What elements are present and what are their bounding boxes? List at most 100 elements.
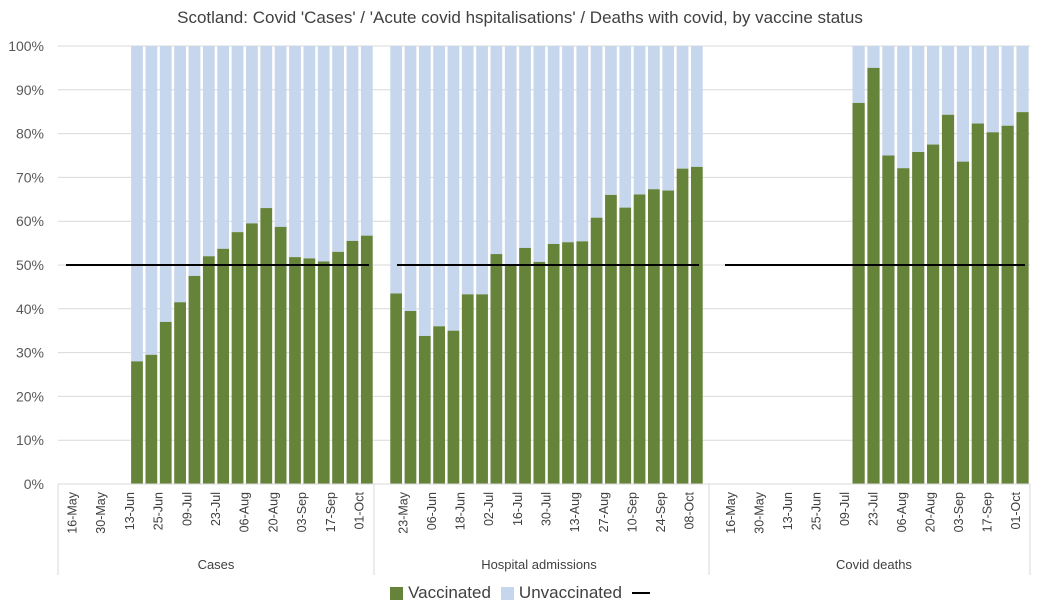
panel-label: Hospital admissions [481,557,597,572]
bar-unvaccinated [519,46,531,248]
bar-vaccinated [274,226,287,485]
x-tick-label: 16-May [724,491,738,533]
bar-unvaccinated [217,46,230,249]
bar-vaccinated [476,294,488,484]
bar-unvaccinated [971,46,984,124]
x-tick-label: 13-Jun [123,492,137,530]
bar-unvaccinated [605,46,617,195]
y-tick-label: 0% [24,476,44,492]
bar-vaccinated [897,168,910,484]
x-tick-label: 13-Jun [781,492,795,530]
bar-vaccinated [648,189,660,484]
bar-vaccinated [619,207,632,484]
bar-vaccinated [941,114,955,485]
bar-vaccinated [246,223,258,484]
x-tick-label: 17-Sep [324,492,338,532]
bar-vaccinated [519,247,531,484]
bar-unvaccinated [867,46,880,68]
bar-unvaccinated [562,46,574,243]
bar-unvaccinated [504,46,517,266]
bar-vaccinated [633,194,646,484]
chart-legend: Vaccinated Unvaccinated [0,583,1040,603]
x-tick-label: 17-Sep [980,492,994,532]
bar-vaccinated [418,335,431,484]
x-tick-label: 09-Jul [180,492,194,526]
legend-label-vaccinated: Vaccinated [408,583,491,602]
bar-unvaccinated [882,46,895,156]
bar-unvaccinated [1001,46,1014,126]
bar-unvaccinated [662,46,675,191]
bar-vaccinated [390,293,403,484]
x-tick-label: 20-Aug [923,492,937,532]
legend-item-reference-line [631,592,650,594]
x-tick-label: 24-Sep [654,492,668,532]
bar-unvaccinated [490,46,503,255]
bar-unvaccinated [927,46,940,145]
bar-vaccinated [174,302,186,484]
x-tick-label: 25-Jun [810,492,824,530]
x-tick-label: 23-May [396,491,410,533]
bar-unvaccinated [619,46,632,208]
bar-unvaccinated [912,46,925,152]
bar-vaccinated [332,251,344,484]
x-tick-label: 16-May [65,491,79,533]
bar-vaccinated [217,248,230,484]
x-tick-label: 23-Jul [209,492,223,526]
bar-unvaccinated [188,46,201,276]
bar-unvaccinated [159,46,172,322]
bar-unvaccinated [956,46,970,162]
x-tick-label: 01-Oct [1009,491,1023,529]
bar-unvaccinated [447,46,460,331]
bar-unvaccinated [897,46,910,169]
bar-unvaccinated [346,46,359,241]
legend-swatch-unvaccinated [500,586,514,600]
x-tick-label: 23-Jul [867,492,881,526]
bar-vaccinated [504,265,517,484]
x-tick-label: 13-Aug [568,492,582,532]
bar-unvaccinated [576,46,589,242]
x-tick-label: 01-Oct [353,491,367,529]
bar-vaccinated [145,354,158,484]
bar-vaccinated [912,151,925,484]
bar-unvaccinated [332,46,344,252]
bar-vaccinated [1016,112,1029,484]
bar-vaccinated [490,254,503,484]
bar-unvaccinated [676,46,689,169]
bar-unvaccinated [590,46,603,218]
y-tick-label: 80% [16,126,44,142]
x-tick-label: 06-Aug [238,492,252,532]
x-tick-label: 06-Aug [895,492,909,532]
y-tick-label: 90% [16,82,44,98]
legend-swatch-vaccinated [390,586,404,600]
y-tick-label: 100% [8,38,44,54]
x-tick-label: 27-Aug [597,492,611,532]
bar-vaccinated [852,102,865,484]
x-tick-label: 18-Jun [454,492,468,530]
bar-vaccinated [188,275,201,484]
bar-unvaccinated [986,46,999,133]
bar-unvaccinated [289,46,301,258]
bar-unvaccinated [418,46,431,336]
bar-vaccinated [956,161,970,484]
bar-vaccinated [882,155,895,484]
bar-vaccinated [260,208,273,484]
y-tick-label: 40% [16,301,44,317]
bar-vaccinated [590,217,603,485]
bar-unvaccinated [852,46,865,103]
bar-unvaccinated [303,46,316,259]
bar-vaccinated [447,330,460,484]
bar-unvaccinated [433,46,445,327]
x-tick-label: 16-Jul [511,492,525,526]
bar-unvaccinated [404,46,417,311]
y-tick-label: 50% [16,257,44,273]
bar-vaccinated [202,256,215,484]
legend-label-unvaccinated: Unvaccinated [518,583,622,602]
panel-label: Cases [198,557,235,572]
bar-vaccinated [346,240,359,484]
x-tick-label: 20-Aug [266,492,280,532]
bar-vaccinated [927,144,940,485]
bar-unvaccinated [231,46,244,233]
panel-label: Covid deaths [836,557,912,572]
bar-vaccinated [971,123,984,484]
